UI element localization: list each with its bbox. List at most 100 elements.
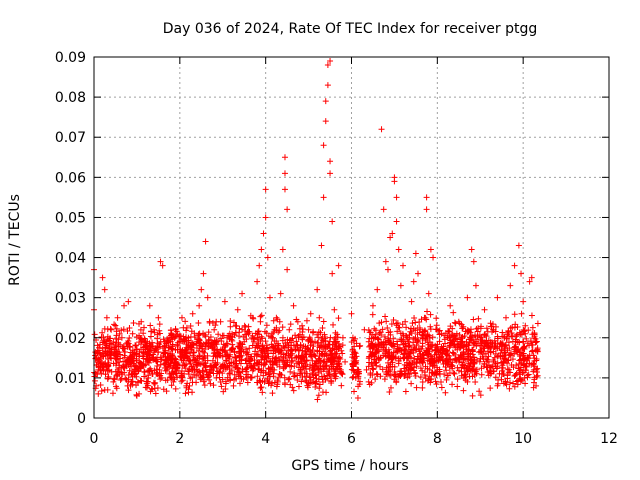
data-point xyxy=(248,353,255,360)
data-point xyxy=(185,334,192,341)
data-point xyxy=(430,254,437,261)
data-point xyxy=(255,328,262,335)
y-tick-label: 0.03 xyxy=(55,291,86,307)
data-point xyxy=(118,334,125,341)
data-point xyxy=(190,341,197,348)
data-point xyxy=(217,378,224,385)
data-point xyxy=(259,389,266,396)
data-point xyxy=(385,359,392,366)
data-point xyxy=(293,341,300,348)
data-point xyxy=(255,366,262,373)
data-point xyxy=(394,341,401,348)
data-point xyxy=(433,381,440,388)
data-point xyxy=(213,337,220,344)
data-point xyxy=(215,350,222,357)
data-point xyxy=(335,315,342,322)
data-point xyxy=(287,381,294,388)
data-point xyxy=(281,380,288,387)
data-point xyxy=(95,390,102,397)
data-point xyxy=(198,374,205,381)
data-point xyxy=(149,339,156,346)
data-point xyxy=(136,362,143,369)
data-point xyxy=(270,317,277,324)
data-point xyxy=(104,326,111,333)
data-point xyxy=(211,346,218,353)
data-point xyxy=(397,347,404,354)
data-point xyxy=(445,372,452,379)
data-point xyxy=(276,371,283,378)
data-point xyxy=(196,302,203,309)
data-point xyxy=(435,353,442,360)
data-point xyxy=(473,325,480,332)
data-point xyxy=(401,365,408,372)
data-point xyxy=(103,314,110,321)
data-point xyxy=(239,290,246,297)
data-point xyxy=(479,353,486,360)
data-point xyxy=(432,347,439,354)
data-point xyxy=(447,343,454,350)
data-point xyxy=(151,329,158,336)
data-point xyxy=(280,354,287,361)
data-point xyxy=(193,344,200,351)
data-point xyxy=(387,366,394,373)
data-point xyxy=(214,359,221,366)
data-point xyxy=(169,343,176,350)
data-point xyxy=(270,344,277,351)
data-point xyxy=(400,262,406,269)
data-point xyxy=(189,310,196,317)
data-point xyxy=(178,354,185,361)
data-point xyxy=(91,377,98,384)
data-point xyxy=(286,375,293,382)
data-point xyxy=(387,234,394,241)
data-point xyxy=(99,359,106,366)
data-point xyxy=(339,371,346,378)
data-point xyxy=(419,340,426,347)
data-point xyxy=(342,358,349,365)
data-point xyxy=(99,329,106,336)
data-point xyxy=(118,327,125,334)
data-point xyxy=(166,334,173,341)
data-point xyxy=(513,362,520,369)
data-point xyxy=(371,325,378,332)
data-point xyxy=(102,348,109,355)
data-point xyxy=(258,384,265,391)
data-point xyxy=(187,375,194,382)
data-point xyxy=(291,363,298,370)
data-point xyxy=(510,380,517,387)
data-point xyxy=(354,366,361,373)
data-point xyxy=(365,378,372,385)
data-point xyxy=(443,376,450,383)
data-point xyxy=(433,344,440,351)
data-point xyxy=(369,349,376,356)
data-point xyxy=(153,370,160,377)
data-point xyxy=(383,318,390,325)
data-point xyxy=(453,330,460,337)
data-point xyxy=(427,326,434,333)
data-point xyxy=(489,321,496,328)
data-point xyxy=(127,360,134,367)
data-point xyxy=(162,377,169,384)
data-point xyxy=(487,370,494,377)
data-point xyxy=(521,327,528,334)
data-point xyxy=(273,314,280,321)
data-point xyxy=(517,353,524,360)
data-point xyxy=(220,341,227,348)
data-point xyxy=(520,357,527,364)
data-point xyxy=(391,178,398,185)
data-point xyxy=(217,318,224,325)
data-point xyxy=(407,328,414,335)
data-point xyxy=(219,370,226,377)
data-point xyxy=(213,374,220,381)
data-point xyxy=(303,378,310,385)
data-point xyxy=(291,354,298,361)
data-point xyxy=(98,333,105,340)
data-point xyxy=(236,325,243,332)
data-point xyxy=(469,346,476,353)
data-point xyxy=(380,206,387,213)
data-point xyxy=(121,302,128,309)
data-point xyxy=(424,308,431,315)
data-point xyxy=(388,321,395,328)
data-point xyxy=(438,384,445,391)
data-point xyxy=(374,286,381,293)
data-point xyxy=(372,334,379,341)
